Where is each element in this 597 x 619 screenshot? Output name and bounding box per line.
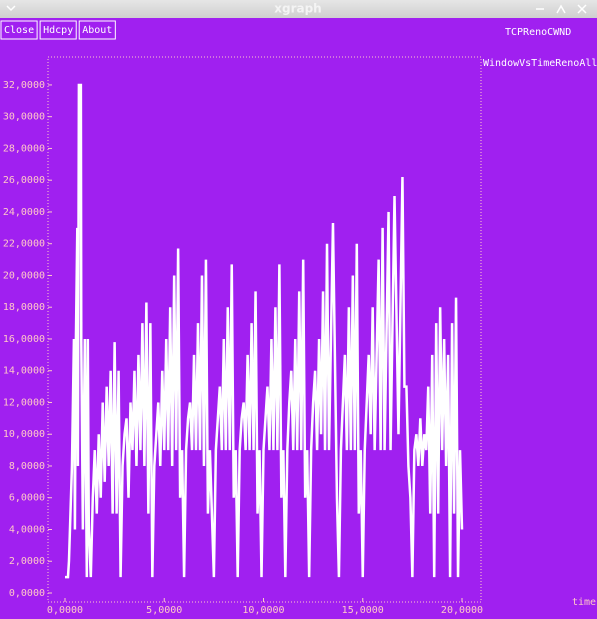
- y-tick-label: 2,0000: [9, 556, 45, 567]
- y-tick-label: 8,0000: [9, 461, 45, 472]
- x-tick-label: 0,0000: [47, 605, 83, 616]
- maximize[interactable]: [556, 4, 566, 14]
- x-tick-label: 10,0000: [242, 605, 284, 616]
- y-tick-label: 6,0000: [9, 493, 45, 504]
- y-tick-label: 18,0000: [3, 302, 45, 313]
- button[interactable]: [0, 20, 38, 40]
- y-tick-label: 10,0000: [3, 429, 45, 440]
- button[interactable]: [78, 20, 116, 40]
- menu-arrow[interactable]: [6, 5, 16, 12]
- title-bar: [0, 0, 597, 18]
- y-tick-label: 14,0000: [3, 366, 45, 377]
- data-line: [64, 83, 464, 579]
- y-tick-label: 22,0000: [3, 239, 45, 250]
- y-tick-label: 16,0000: [3, 334, 45, 345]
- y-tick-label: 24,0000: [3, 207, 45, 218]
- y-tick-label: 12,0000: [3, 397, 45, 408]
- button-label: Close: [4, 25, 34, 36]
- button[interactable]: [39, 20, 77, 40]
- y-tick-label: 30,0000: [3, 112, 45, 123]
- x-axis-label: time: [572, 597, 596, 608]
- legend-entry: WindowVsTimeRenoAll: [483, 58, 597, 69]
- y-tick-label: 32,0000: [3, 80, 45, 91]
- y-tick-label: 20,0000: [3, 270, 45, 281]
- x-tick-label: 20,0000: [441, 605, 483, 616]
- y-tick-label: 4,0000: [9, 524, 45, 535]
- plot-frame: [47, 56, 482, 603]
- y-tick-label: 0,0000: [9, 588, 45, 599]
- close-window[interactable]: [577, 4, 587, 14]
- window-title: xgraph: [274, 2, 321, 16]
- x-tick-label: 5,0000: [146, 605, 182, 616]
- x-tick-label: 15,0000: [342, 605, 384, 616]
- y-tick-label: 28,0000: [3, 143, 45, 154]
- chart-title: TCPRenoCWND: [505, 27, 571, 38]
- y-tick-label: 26,0000: [3, 175, 45, 186]
- button-label: Hdcpy: [43, 25, 73, 36]
- button-label: About: [82, 25, 112, 36]
